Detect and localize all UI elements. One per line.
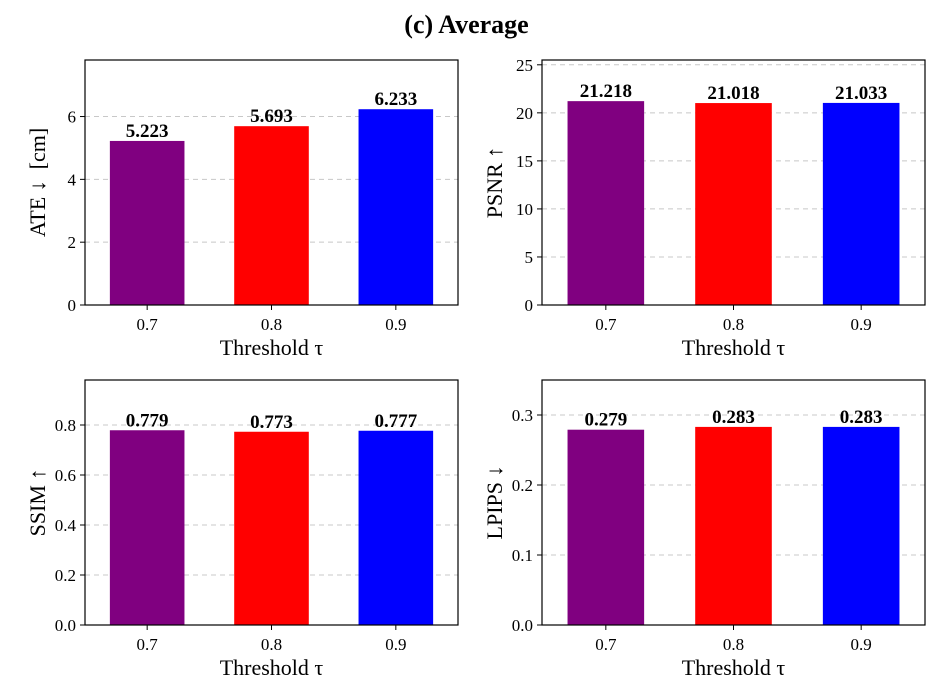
value-label: 0.279 xyxy=(584,410,627,431)
y-tick-label: 20 xyxy=(516,104,533,123)
x-axis-label: Threshold τ xyxy=(220,655,324,680)
value-label: 5.693 xyxy=(250,106,293,127)
y-tick-label: 10 xyxy=(516,200,533,219)
x-tick-label: 0.9 xyxy=(851,315,872,334)
y-axis-label: SSIM ↑ xyxy=(25,469,50,537)
x-tick-label: 0.9 xyxy=(385,635,406,654)
x-tick-label: 0.9 xyxy=(385,315,406,334)
bar-0.9 xyxy=(822,426,900,625)
value-label: 21.218 xyxy=(580,81,632,102)
y-tick-label: 2 xyxy=(68,233,77,252)
bar-0.7 xyxy=(109,430,185,625)
x-axis-label: Threshold τ xyxy=(220,335,324,360)
x-tick-label: 0.8 xyxy=(261,635,282,654)
x-tick-label: 0.8 xyxy=(723,635,744,654)
chart-lpips: 0.279 0.283 0.283 0.0 0.1 0.2 0.3 0.7 0.8 0.9 Thre… xyxy=(482,379,926,680)
y-tick-label: 0.0 xyxy=(55,616,76,635)
bar-0.7 xyxy=(109,140,185,305)
bar-0.9 xyxy=(822,102,900,305)
bar-0.9 xyxy=(358,109,434,305)
y-tick-label: 0.2 xyxy=(512,476,533,495)
bar-0.8 xyxy=(695,103,772,305)
y-tick-label: 0.4 xyxy=(55,516,77,535)
y-tick-label: 25 xyxy=(516,56,533,75)
y-tick-label: 0.3 xyxy=(512,406,533,425)
bar-0.7 xyxy=(567,429,645,625)
y-tick-label: 6 xyxy=(68,108,77,127)
x-tick-label: 0.8 xyxy=(723,315,744,334)
bar-0.7 xyxy=(567,101,645,306)
y-tick-label: 0.1 xyxy=(512,546,533,565)
chart-ate: 5.223 5.693 6.233 0 2 4 6 0.7 0.8 0.9 Threshold τ A… xyxy=(25,59,459,360)
value-label: 0.773 xyxy=(250,412,293,433)
y-tick-label: 0.8 xyxy=(55,416,76,435)
x-axis-label: Threshold τ xyxy=(682,655,786,680)
bar-0.8 xyxy=(234,431,309,625)
value-label: 21.018 xyxy=(707,83,759,104)
value-label: 6.233 xyxy=(374,89,417,110)
value-label: 0.779 xyxy=(126,410,169,431)
y-tick-label: 0.6 xyxy=(55,466,76,485)
x-tick-label: 0.8 xyxy=(261,315,282,334)
y-axis-label: ATE ↓ [cm] xyxy=(25,128,50,237)
x-tick-label: 0.7 xyxy=(137,315,159,334)
x-tick-label: 0.7 xyxy=(595,635,617,654)
value-label: 21.033 xyxy=(835,83,887,104)
chart-ssim: 0.779 0.773 0.777 0.0 0.2 0.4 0.6 0.8 0.7 0.8 0.9 T… xyxy=(25,379,459,680)
y-tick-label: 0 xyxy=(525,296,534,315)
chart-psnr: 21.218 21.018 21.033 0 5 10 15 20 25 0.7 0.8 0.9 Thr… xyxy=(482,56,926,360)
x-tick-label: 0.7 xyxy=(137,635,159,654)
bar-0.9 xyxy=(358,430,434,625)
x-tick-label: 0.7 xyxy=(595,315,617,334)
y-axis-label: LPIPS ↓ xyxy=(482,466,507,540)
y-tick-label: 5 xyxy=(525,248,534,267)
y-tick-label: 4 xyxy=(68,170,77,189)
y-tick-label: 0.0 xyxy=(512,616,533,635)
y-axis-label: PSNR ↑ xyxy=(482,147,507,219)
value-label: 5.223 xyxy=(126,121,169,142)
x-axis-label: Threshold τ xyxy=(682,335,786,360)
value-label: 0.777 xyxy=(374,411,417,432)
y-tick-label: 0.2 xyxy=(55,566,76,585)
figure-title: (c) Average xyxy=(404,10,529,39)
y-tick-label: 0 xyxy=(68,296,77,315)
value-label: 0.283 xyxy=(712,407,755,428)
x-tick-label: 0.9 xyxy=(851,635,872,654)
value-label: 0.283 xyxy=(840,407,883,428)
bar-0.8 xyxy=(234,126,309,305)
y-tick-label: 15 xyxy=(516,152,533,171)
bar-0.8 xyxy=(695,426,772,625)
